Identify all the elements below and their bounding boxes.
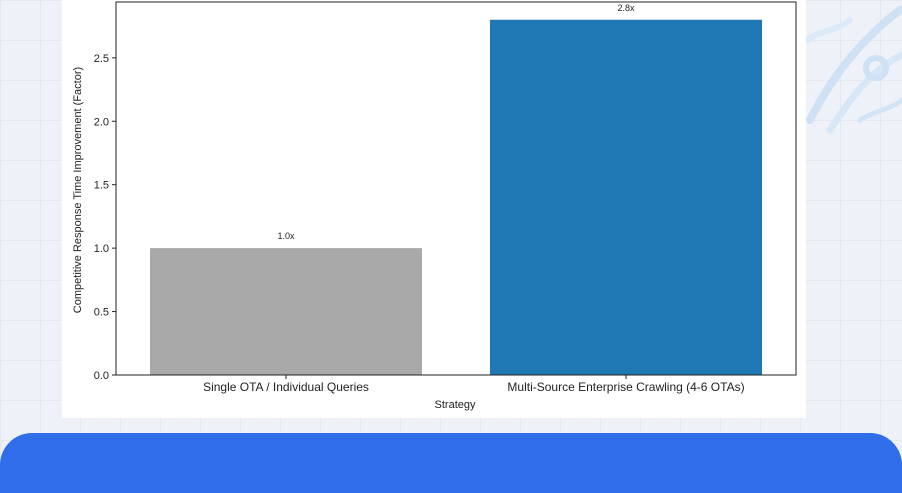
plot-frame: [115, 1, 797, 376]
y-tick-label: 2.0: [94, 116, 109, 128]
y-tick-label: 0.5: [94, 307, 109, 319]
y-tick-label: 1.5: [94, 180, 109, 192]
y-axis-label: Competitive Response Time Improvement (F…: [72, 67, 84, 313]
y-tick-label: 0.0: [94, 370, 109, 382]
y-axis-ticks: 0.0 0.5 1.0 1.5 2.0 2.5: [94, 53, 116, 382]
bottom-banner: [0, 433, 902, 493]
chart-card: 0.0 0.5 1.0 1.5 2.0 2.5 1.0x 2.8x Single OTA /…: [62, 0, 806, 418]
bar-data-label: 2.8x: [617, 3, 635, 13]
y-tick-label: 2.5: [94, 53, 109, 65]
x-axis-ticks: Single OTA / Individual Queries Multi-Sou…: [203, 375, 745, 394]
decorative-circuit-lines: [805, 6, 902, 134]
x-axis-label: Strategy: [435, 399, 476, 411]
y-tick-label: 1.0: [94, 243, 109, 255]
bars: 1.0x 2.8x: [150, 3, 762, 376]
x-tick-label: Single OTA / Individual Queries: [203, 380, 369, 394]
bar-chart: 0.0 0.5 1.0 1.5 2.0 2.5 1.0x 2.8x Single OTA /…: [72, 1, 797, 411]
bar: [150, 248, 422, 375]
x-tick-label: Multi-Source Enterprise Crawling (4-6 OT…: [507, 380, 744, 394]
bar: [490, 19, 762, 376]
bar-data-label: 1.0x: [277, 231, 295, 241]
